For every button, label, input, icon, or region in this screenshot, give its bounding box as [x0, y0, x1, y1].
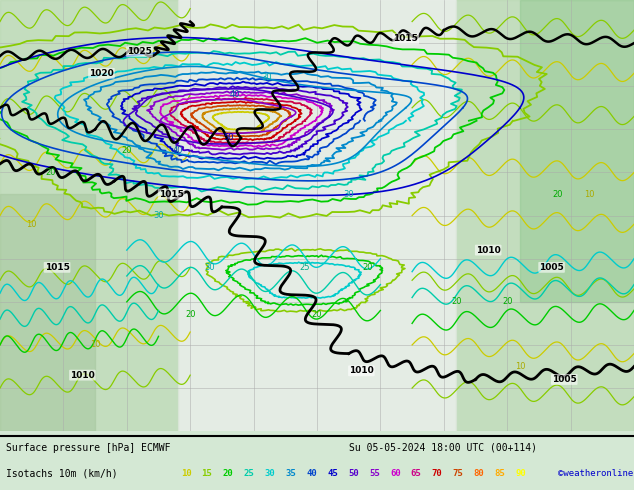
Text: 1005: 1005 — [552, 375, 577, 384]
Text: 20: 20 — [46, 168, 56, 177]
Text: 75: 75 — [453, 469, 463, 478]
Text: 20: 20 — [553, 190, 563, 198]
Text: Isotachs 10m (km/h): Isotachs 10m (km/h) — [6, 468, 130, 479]
Text: 30: 30 — [264, 469, 275, 478]
Text: 30: 30 — [153, 211, 164, 220]
Text: 10: 10 — [90, 341, 100, 349]
Text: 10: 10 — [585, 190, 595, 198]
Text: 1010: 1010 — [349, 367, 374, 375]
Text: 1015: 1015 — [158, 190, 184, 198]
Text: Surface pressure [hPa] ECMWF: Surface pressure [hPa] ECMWF — [6, 442, 171, 453]
Bar — [520, 0, 634, 302]
Text: ©weatheronline.co.uk: ©weatheronline.co.uk — [558, 469, 634, 478]
Text: 65: 65 — [411, 469, 422, 478]
Text: 30: 30 — [204, 263, 214, 272]
Text: 1015: 1015 — [44, 263, 70, 272]
Text: 90: 90 — [515, 469, 526, 478]
Text: 1015: 1015 — [393, 34, 418, 43]
Text: 10: 10 — [181, 469, 191, 478]
Text: 55: 55 — [369, 469, 380, 478]
Text: 30: 30 — [344, 190, 354, 198]
Bar — [0, 194, 95, 431]
Text: 45: 45 — [327, 469, 338, 478]
Text: 10: 10 — [27, 220, 37, 229]
Text: 20: 20 — [363, 263, 373, 272]
Text: 25: 25 — [243, 469, 254, 478]
Text: 1020: 1020 — [89, 69, 114, 78]
Text: 50: 50 — [348, 469, 359, 478]
Text: 1010: 1010 — [476, 245, 501, 255]
Text: Su 05-05-2024 18:00 UTC (00+114): Su 05-05-2024 18:00 UTC (00+114) — [349, 442, 537, 453]
Text: 1010: 1010 — [70, 370, 95, 380]
Text: 40: 40 — [230, 90, 240, 99]
Text: 30: 30 — [261, 73, 271, 82]
Bar — [178, 0, 456, 431]
Bar — [0, 0, 178, 431]
Text: 35: 35 — [285, 469, 296, 478]
Text: 40: 40 — [172, 147, 183, 155]
Text: 70: 70 — [432, 469, 443, 478]
Text: 20: 20 — [185, 310, 195, 319]
Bar — [456, 0, 634, 431]
Text: 15: 15 — [202, 469, 212, 478]
Text: 20: 20 — [312, 310, 322, 319]
Text: 20: 20 — [451, 297, 462, 306]
Text: 50: 50 — [223, 133, 233, 143]
Text: 1005: 1005 — [539, 263, 564, 272]
Text: 20: 20 — [223, 469, 233, 478]
Text: 40: 40 — [306, 469, 317, 478]
Text: 10: 10 — [515, 362, 525, 371]
Text: 25: 25 — [299, 263, 309, 272]
Text: 85: 85 — [495, 469, 505, 478]
Text: 1025: 1025 — [127, 47, 152, 56]
Text: 80: 80 — [474, 469, 484, 478]
Text: 60: 60 — [390, 469, 401, 478]
Text: 20: 20 — [122, 147, 132, 155]
Text: 20: 20 — [502, 297, 512, 306]
